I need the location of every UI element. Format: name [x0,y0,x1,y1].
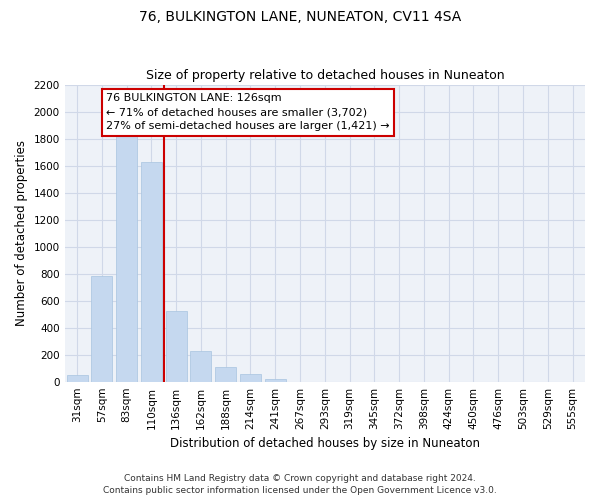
Bar [240,374,261,382]
Text: Contains HM Land Registry data © Crown copyright and database right 2024.
Contai: Contains HM Land Registry data © Crown c… [103,474,497,495]
Bar [116,136,137,382]
Text: 76, BULKINGTON LANE, NUNEATON, CV11 4SA: 76, BULKINGTON LANE, NUNEATON, CV11 4SA [139,10,461,24]
Bar [215,368,236,382]
Title: Size of property relative to detached houses in Nuneaton: Size of property relative to detached ho… [146,69,504,82]
Bar [91,276,112,382]
Bar [190,350,211,382]
Bar [265,379,286,382]
Bar [166,312,187,382]
X-axis label: Distribution of detached houses by size in Nuneaton: Distribution of detached houses by size … [170,437,480,450]
Bar [67,375,88,382]
Y-axis label: Number of detached properties: Number of detached properties [15,140,28,326]
Bar [141,162,162,382]
Text: 76 BULKINGTON LANE: 126sqm
← 71% of detached houses are smaller (3,702)
27% of s: 76 BULKINGTON LANE: 126sqm ← 71% of deta… [106,94,390,132]
